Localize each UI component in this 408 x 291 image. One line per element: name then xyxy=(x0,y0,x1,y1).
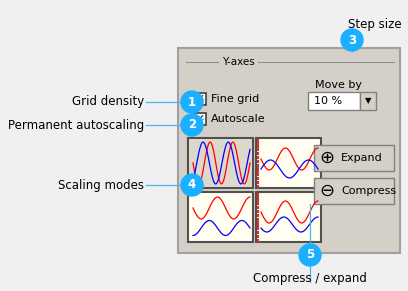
Text: 5: 5 xyxy=(306,249,314,262)
Text: 1: 1 xyxy=(188,95,196,109)
Text: ✓: ✓ xyxy=(195,94,205,104)
Text: Permanent autoscaling: Permanent autoscaling xyxy=(8,118,144,132)
Text: Move by: Move by xyxy=(315,80,362,90)
Text: Expand: Expand xyxy=(341,153,383,163)
Text: 2: 2 xyxy=(188,118,196,132)
Text: Fine grid: Fine grid xyxy=(211,94,259,104)
Bar xyxy=(194,93,206,105)
Circle shape xyxy=(181,174,203,196)
Text: ⊖: ⊖ xyxy=(319,182,335,200)
Text: Y-axes: Y-axes xyxy=(222,57,255,67)
Text: Grid density: Grid density xyxy=(72,95,144,109)
Bar xyxy=(314,178,394,204)
Bar xyxy=(178,48,400,253)
Text: Compress: Compress xyxy=(341,186,396,196)
Bar xyxy=(360,92,376,110)
Bar xyxy=(188,138,253,188)
Text: ✓: ✓ xyxy=(195,114,205,124)
Circle shape xyxy=(341,29,363,51)
Circle shape xyxy=(299,244,321,266)
Text: Step size: Step size xyxy=(348,18,401,31)
Bar xyxy=(314,145,394,171)
Text: ▼: ▼ xyxy=(365,97,371,106)
Text: 4: 4 xyxy=(188,178,196,191)
Circle shape xyxy=(181,114,203,136)
Bar xyxy=(256,192,321,242)
Text: Scaling modes: Scaling modes xyxy=(58,178,144,191)
Bar xyxy=(308,92,360,110)
Text: 10 %: 10 % xyxy=(314,96,342,106)
Bar xyxy=(189,139,252,187)
Circle shape xyxy=(181,91,203,113)
Bar xyxy=(256,138,321,188)
Text: Autoscale: Autoscale xyxy=(211,114,266,124)
Text: Compress / expand: Compress / expand xyxy=(253,272,367,285)
Bar xyxy=(194,113,206,125)
Text: ⊕: ⊕ xyxy=(319,149,335,167)
Bar xyxy=(188,192,253,242)
Text: 3: 3 xyxy=(348,33,356,47)
